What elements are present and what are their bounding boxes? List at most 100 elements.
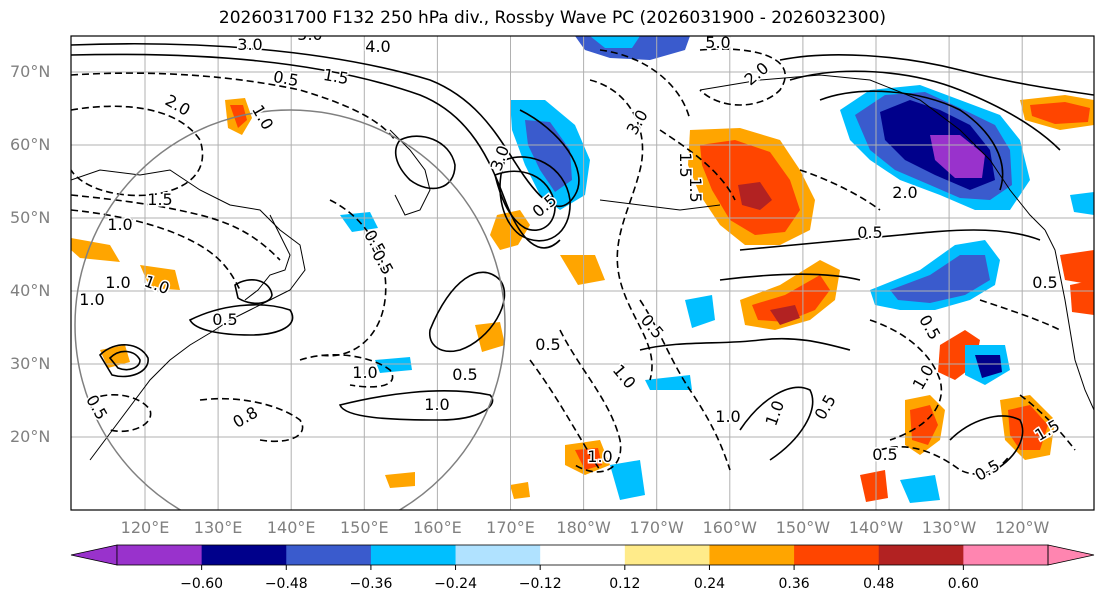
lon-label: 140°W [848,518,904,537]
colorbar-swatch [963,545,1049,565]
contour-dashed [529,359,601,471]
shade-patch [1030,102,1090,124]
contour-label: 0.5 [1032,273,1057,292]
contour-dashed [979,299,1061,331]
coast-asia [71,169,306,461]
lon-label: 120°E [120,518,170,537]
contour-label: 1.0 [424,395,449,414]
colorbar-swatch [201,545,287,565]
shade-patch [385,472,415,488]
shade-patch [71,238,120,262]
contour-solid [779,53,1094,96]
contour-dashed [319,199,387,357]
colorbar-swatch [286,545,372,565]
colorbar-swatch [117,545,203,565]
colorbar-swatch [370,545,457,565]
contour-label: 1.5 [686,177,705,202]
shade-patch [575,448,602,470]
colorbar-swatch [455,545,541,565]
contour-dashed [659,129,736,201]
contour-dashed [71,72,396,141]
contour-dashed [869,319,943,441]
contour-label: 0.5 [535,335,560,354]
contour-label: 1.0 [609,361,640,393]
contour-solid [71,53,561,249]
lon-label: 120°W [995,518,1050,537]
colorbar-tick-label: 0.60 [947,576,979,592]
shade-patch [590,36,640,48]
colorbar-tick-label: −0.60 [180,576,224,592]
contour-label: 2.0 [741,58,773,89]
contour-dashed [699,48,786,106]
contour-dashed [299,354,394,388]
contour-solid [71,42,580,208]
shade-patch [1060,250,1094,285]
contour-solid [338,390,494,421]
shade-patch [475,322,505,352]
shade-patch [140,265,180,290]
contour-label: 5.0 [297,25,322,44]
contour-solid [499,156,571,242]
contour-label: 0.5 [212,310,237,329]
lon-label: 130°E [193,518,243,537]
lon-label: 170°W [629,518,684,537]
contour-label: 0.5 [637,311,668,343]
contour-dashed-lines [71,48,1076,475]
contour-label: 1.0 [352,363,377,382]
contour-dashed [71,209,241,291]
contour-solid [719,273,861,281]
shade-patch [1070,192,1094,215]
contour-solid [98,344,149,378]
contour-label: 1.0 [79,290,104,309]
colorbar-swatch [624,545,710,565]
contour-solid [639,337,851,351]
contour-label: 1.0 [107,215,132,234]
lon-label: 150°E [339,518,389,537]
contour-dashed [71,105,204,197]
figure-title: 2026031700 F132 250 hPa div., Rossby Wav… [218,8,887,28]
shade-patch [1008,405,1048,450]
colorbar-tick-label: 0.12 [609,576,641,592]
contour-solid [108,350,141,371]
contour-solid [739,386,814,461]
lat-label: 30°N [10,354,51,373]
shade-patch [770,305,800,325]
contour-dashed [199,397,304,443]
lon-label: 160°W [702,518,757,537]
contour-label: 2.0 [162,91,194,120]
colorbar-tick-label: −0.36 [349,576,393,592]
lon-label: 160°E [413,518,462,537]
contour-dashed [879,446,1011,475]
contour-solid [188,304,294,336]
contour-label: 1.0 [587,447,612,466]
colorbar-arrow-left [70,544,118,566]
colorbar-swatch [794,545,880,565]
coastlines [71,74,1094,461]
colorbar-border [116,544,1049,566]
contour-label: 5.0 [705,33,730,52]
lat-label: 20°N [10,427,51,446]
shade-patch [525,120,572,192]
coast-aleutians [599,199,721,211]
shade-patch [860,470,888,502]
map-area: 3.05.04.01.50.52.0 1.05.02.03.03.02.00.51… [71,25,1094,510]
contour-dashed [799,169,881,211]
contour-dashed [639,299,731,471]
colorbar-swatch [878,545,964,565]
lon-label: 150°W [775,518,831,537]
colorbar [70,544,1095,570]
contour-label: 0.5 [272,67,300,90]
colorbar-tick-label: −0.12 [518,576,562,592]
contour-solid [394,135,456,190]
shading-layer [71,36,1094,503]
shade-patch [510,482,530,499]
colorbar-tick-label: 0.24 [693,576,726,592]
contour-label: 3.0 [623,106,652,138]
contour-label: 4.0 [365,37,390,56]
shade-patch [375,357,412,373]
contour-label: 1.0 [715,407,740,426]
contour-label: 1.0 [105,273,130,292]
contour-solid [429,271,506,352]
lon-label: 170°E [486,518,535,537]
